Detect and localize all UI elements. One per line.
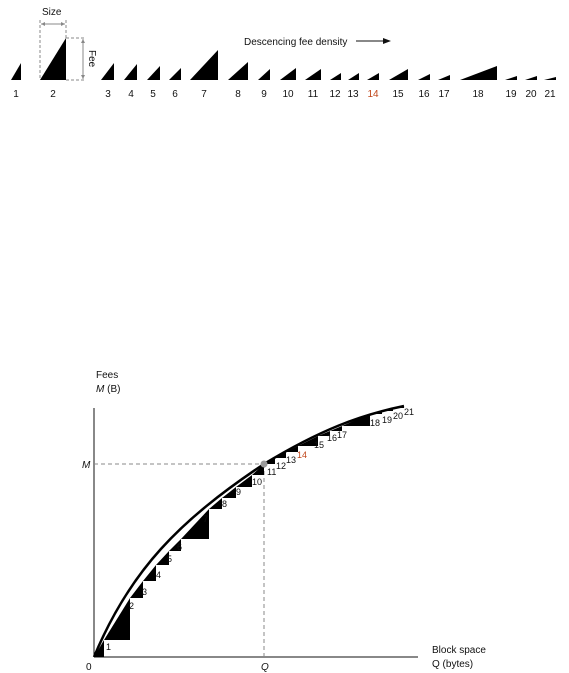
- tx-label-2: 2: [50, 89, 56, 100]
- axes: [93, 408, 418, 658]
- tx-label-16: 16: [418, 89, 430, 100]
- step-label-3: 3: [142, 587, 147, 597]
- tx-triangle-1: [11, 63, 21, 80]
- tx-label-8: 8: [235, 89, 241, 100]
- step-label-1: 1: [106, 642, 111, 652]
- tx-label-12: 12: [329, 89, 341, 100]
- x-mark-q: Q: [261, 662, 269, 673]
- tx-triangle-6: [169, 68, 181, 80]
- tx-triangle-11: [305, 69, 321, 80]
- step-label-4: 4: [156, 570, 161, 580]
- origin-label: 0: [86, 662, 92, 673]
- step-5: [156, 551, 169, 565]
- tx-triangle-7: [190, 50, 218, 80]
- step-2: [104, 598, 130, 640]
- tx-triangle-21: [544, 77, 556, 80]
- size-label: Size: [42, 7, 62, 18]
- tx-triangle-2: [40, 38, 66, 80]
- guide-lines: [94, 463, 265, 657]
- step-4: [143, 565, 156, 581]
- step-label-11: 11: [267, 467, 276, 477]
- tx-triangle-9: [258, 69, 270, 80]
- step-label-7: 7: [203, 514, 208, 524]
- step-10: [236, 475, 252, 487]
- step-9: [222, 487, 236, 498]
- y-units-var: M: [96, 384, 105, 395]
- step-label-6: 6: [177, 542, 182, 552]
- dimension-markers: [39, 20, 86, 81]
- tx-triangle-20: [525, 76, 537, 80]
- tx-label-14: 14: [367, 89, 379, 100]
- step-label-13: 13: [286, 455, 296, 465]
- tx-triangle-16: [418, 74, 430, 80]
- tx-triangle-14: [367, 73, 379, 80]
- step-17: [330, 426, 342, 431]
- step-7: [181, 509, 209, 539]
- step-label-14: 14: [297, 450, 307, 460]
- y-mark-m: M: [82, 460, 91, 471]
- tx-triangle-10: [280, 68, 296, 80]
- tx-label-3: 3: [105, 89, 111, 100]
- step-15: [298, 436, 318, 446]
- tx-label-21: 21: [544, 89, 556, 100]
- tx-triangle-3: [101, 63, 114, 80]
- step-label-12: 12: [276, 461, 286, 471]
- step-label-10: 10: [252, 477, 262, 487]
- tx-triangle-15: [389, 69, 408, 80]
- tx-label-17: 17: [438, 89, 450, 100]
- tx-label-1: 1: [13, 89, 19, 100]
- tx-label-6: 6: [172, 89, 178, 100]
- step-6: [169, 539, 181, 551]
- fee-curve: [92, 404, 405, 658]
- tx-triangle-19: [505, 76, 517, 80]
- step-label-19: 19: [382, 415, 392, 425]
- direction-label: Descencing fee density: [244, 37, 347, 48]
- tx-label-13: 13: [347, 89, 359, 100]
- step-label-5: 5: [167, 554, 172, 564]
- tx-label-20: 20: [525, 89, 537, 100]
- transaction-row: [11, 38, 556, 80]
- tx-label-7: 7: [201, 89, 207, 100]
- step-8: [209, 498, 222, 509]
- tx-triangle-5: [147, 66, 160, 80]
- x-axis-units: Q (bytes): [432, 659, 473, 670]
- qm-point: [260, 460, 268, 468]
- step-label-15: 15: [314, 440, 324, 450]
- step-label-20: 20: [393, 411, 403, 421]
- x-axis-title: Block space: [432, 645, 486, 656]
- tx-label-9: 9: [261, 89, 267, 100]
- step-label-9: 9: [236, 487, 241, 497]
- tx-triangle-12: [330, 73, 341, 80]
- tx-triangle-8: [228, 62, 248, 80]
- step-label-16: 16: [327, 433, 337, 443]
- tx-triangle-13: [348, 73, 359, 80]
- tx-labels: 1 2 3 4 5 6 7 8 9 10 11 12 13 14 15 16 1…: [13, 89, 556, 100]
- step-16: [318, 431, 330, 436]
- tx-label-5: 5: [150, 89, 156, 100]
- y-axis-title: Fees: [96, 370, 118, 381]
- step-3: [130, 581, 143, 598]
- fee-label: Fee: [86, 50, 97, 68]
- step-label-8: 8: [222, 499, 227, 509]
- tx-label-19: 19: [505, 89, 517, 100]
- step-label-18: 18: [370, 418, 380, 428]
- tx-label-15: 15: [392, 89, 404, 100]
- step-label-21: 21: [404, 407, 414, 417]
- fee-staircase: [94, 406, 404, 657]
- tx-label-10: 10: [282, 89, 294, 100]
- step-label-2: 2: [129, 601, 134, 611]
- direction-arrow-icon: [356, 38, 391, 44]
- tx-triangle-4: [124, 64, 137, 80]
- tx-label-18: 18: [472, 89, 484, 100]
- y-units-rest: (B): [104, 384, 120, 395]
- tx-triangle-17: [438, 75, 450, 80]
- step-label-17: 17: [337, 430, 347, 440]
- y-axis-units: M (B): [96, 384, 120, 395]
- tx-label-11: 11: [308, 89, 319, 100]
- tx-label-4: 4: [128, 89, 134, 100]
- tx-triangle-18: [460, 66, 497, 80]
- step-labels: 1 2 3 4 5 6 7 8 9 10 11 12 13 14 15 16 1…: [106, 407, 414, 652]
